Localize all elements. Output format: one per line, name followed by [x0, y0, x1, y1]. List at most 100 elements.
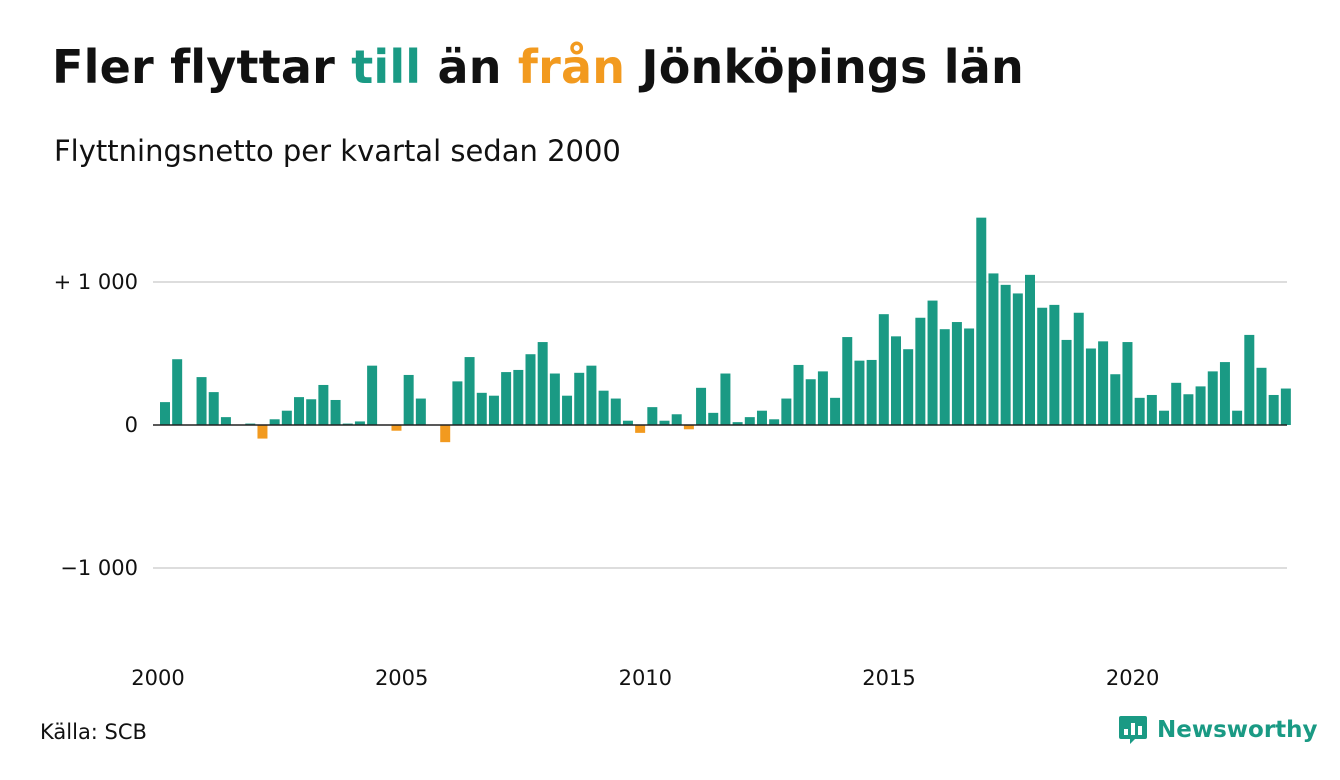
- bar: [1256, 367, 1267, 425]
- bar: [257, 425, 268, 439]
- bar: [1134, 397, 1145, 425]
- bar: [1195, 386, 1206, 425]
- bar: [647, 407, 658, 426]
- bar: [196, 377, 207, 425]
- grid-lines: [153, 281, 1287, 569]
- bar: [294, 397, 305, 425]
- bar: [622, 420, 633, 425]
- bar: [927, 300, 938, 425]
- bar: [988, 273, 999, 425]
- bar: [415, 398, 426, 425]
- bar: [586, 365, 597, 425]
- bar: [610, 398, 621, 425]
- bar: [635, 425, 646, 433]
- bar: [830, 397, 841, 425]
- bar-chart: + 1 000 0 −1 000 2000 2005 2010 2015 2020: [54, 217, 1291, 690]
- bar: [1244, 334, 1255, 425]
- bar: [391, 425, 402, 431]
- bar: [549, 373, 560, 425]
- bar: [452, 381, 463, 425]
- bar: [440, 425, 451, 443]
- bar: [525, 354, 536, 425]
- bar: [464, 357, 475, 425]
- bar: [501, 372, 512, 425]
- bar: [1183, 394, 1194, 425]
- bar: [1049, 304, 1060, 425]
- source-note: Källa: SCB: [40, 720, 147, 744]
- bar: [1280, 388, 1291, 425]
- bar: [1146, 394, 1157, 425]
- bar: [220, 417, 231, 425]
- bar: [537, 342, 548, 425]
- bar: [976, 217, 987, 425]
- bar: [866, 359, 877, 425]
- bar: [1122, 342, 1133, 425]
- bar: [842, 337, 853, 425]
- chart-subtitle: Flyttningsnetto per kvartal sedan 2000: [54, 134, 621, 168]
- bar: [1110, 374, 1121, 425]
- chart-title: Fler flyttar till än från Jönköpings län: [52, 40, 1024, 94]
- bar: [269, 419, 280, 425]
- bar: [1012, 293, 1023, 425]
- bar: [854, 360, 865, 425]
- bar: [403, 374, 414, 425]
- brand-logo: Newsworthy: [1118, 714, 1318, 746]
- brand-name: Newsworthy: [1157, 717, 1318, 743]
- bar: [1085, 348, 1096, 425]
- bar: [172, 359, 183, 425]
- y-tick-label: + 1 000: [54, 270, 138, 294]
- bar: [964, 328, 975, 425]
- y-tick-label: 0: [125, 413, 138, 437]
- bar: [1025, 274, 1035, 425]
- bar: [769, 419, 780, 425]
- bar: [281, 410, 292, 425]
- bar: [330, 399, 341, 425]
- bar: [1037, 307, 1048, 425]
- bar: [1232, 410, 1243, 425]
- bar: [160, 402, 170, 425]
- bar: [891, 336, 901, 425]
- bar: [1171, 382, 1182, 425]
- axes: + 1 000 0 −1 000 2000 2005 2010 2015 2020: [54, 270, 1287, 690]
- bar: [951, 322, 962, 425]
- title-middle: än: [421, 40, 518, 94]
- bar: [781, 398, 792, 425]
- x-tick-label: 2015: [862, 666, 915, 690]
- x-tick-label: 2010: [619, 666, 672, 690]
- bar: [671, 414, 682, 425]
- y-tick-label: −1 000: [60, 556, 138, 580]
- bar: [720, 373, 731, 425]
- bar: [915, 317, 926, 425]
- x-tick-label: 2005: [375, 666, 428, 690]
- bars: [160, 217, 1291, 443]
- bar: [1219, 362, 1230, 425]
- bar: [756, 410, 767, 425]
- bar: [513, 369, 524, 425]
- bar: [1207, 371, 1218, 426]
- x-tick-label: 2020: [1106, 666, 1159, 690]
- bar: [817, 371, 828, 426]
- title-before: Fler flyttar: [52, 40, 352, 94]
- bar: [939, 329, 950, 425]
- bar: [659, 420, 670, 425]
- bar: [367, 365, 378, 425]
- bar: [1098, 341, 1109, 425]
- bar: [306, 399, 317, 425]
- bar: [732, 422, 743, 425]
- bar: [878, 314, 889, 425]
- bar: [598, 390, 609, 425]
- bar: [903, 349, 914, 425]
- bar: [1268, 394, 1279, 425]
- bar: [696, 387, 707, 425]
- bar: [318, 384, 329, 425]
- bar: [1061, 339, 1072, 425]
- bar: [208, 392, 219, 425]
- bar: [683, 425, 694, 430]
- newsworthy-logo-icon: [1119, 716, 1147, 744]
- bar: [708, 412, 719, 425]
- x-tick-label: 2000: [131, 666, 184, 690]
- bar: [744, 417, 755, 425]
- bar: [476, 392, 487, 425]
- bar: [1073, 312, 1084, 425]
- bar: [1159, 410, 1170, 425]
